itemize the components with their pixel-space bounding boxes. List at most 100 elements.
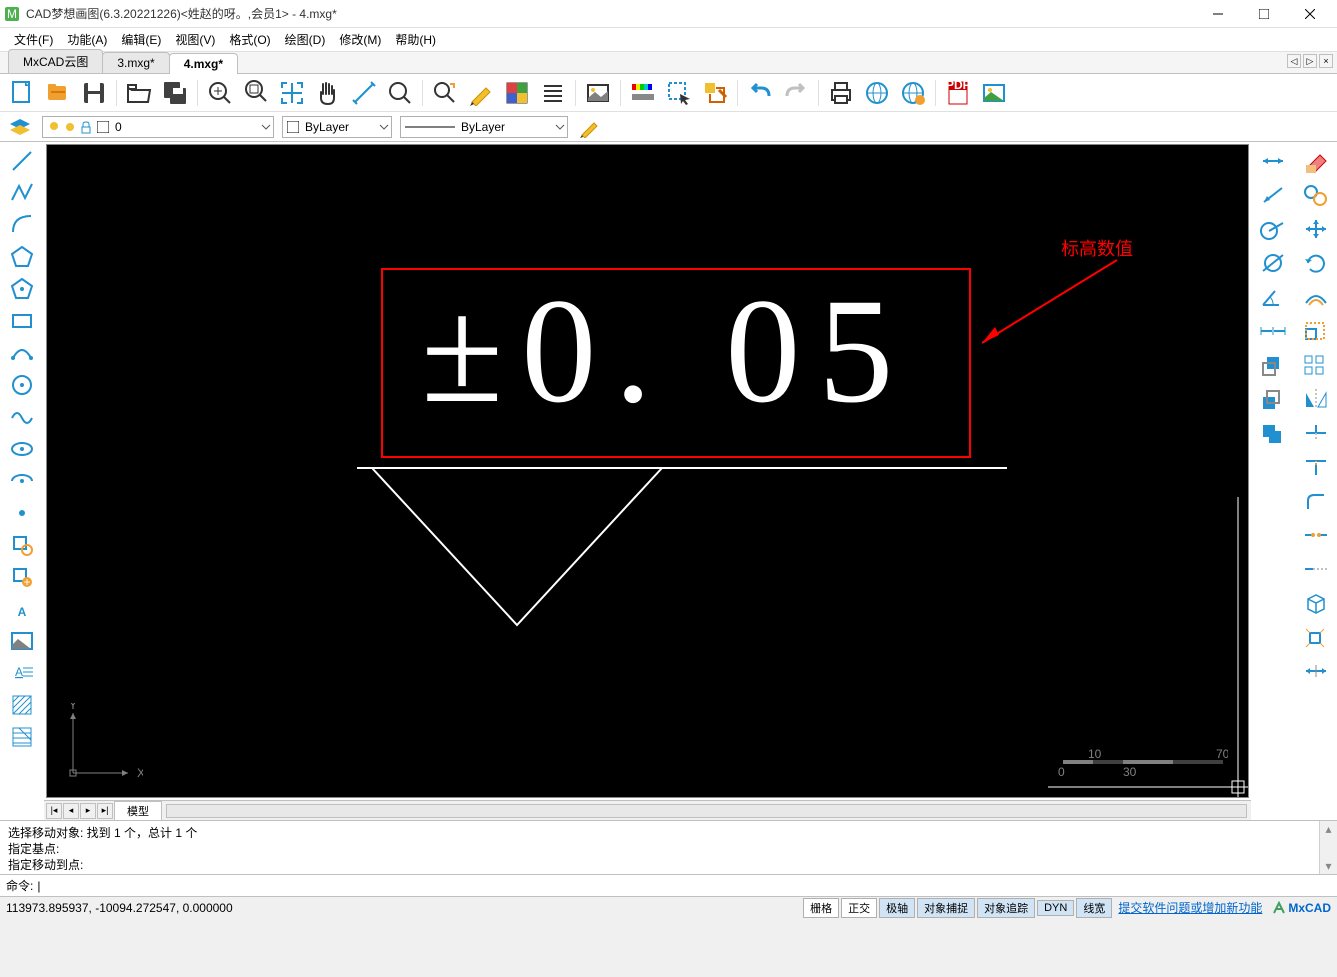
explode-button[interactable] [1299, 622, 1333, 652]
undo-button[interactable] [744, 77, 776, 109]
menu-help[interactable]: 帮助(H) [389, 29, 442, 50]
open-cloud-button[interactable] [42, 77, 74, 109]
select-button[interactable] [663, 77, 695, 109]
pan-button[interactable] [312, 77, 344, 109]
hatch-button[interactable] [5, 690, 39, 720]
fillet-button[interactable] [1299, 486, 1333, 516]
layer-combo[interactable]: 0 [42, 116, 274, 138]
ortho-button[interactable]: 正交 [841, 898, 877, 918]
menu-modify[interactable]: 修改(M) [333, 29, 387, 50]
tab-next-icon[interactable]: ▷ [1303, 54, 1317, 68]
properties-button[interactable] [501, 77, 533, 109]
color-palette-button[interactable] [627, 77, 659, 109]
match-button[interactable] [699, 77, 731, 109]
menu-view[interactable]: 视图(V) [169, 29, 221, 50]
zoom-button[interactable] [384, 77, 416, 109]
hscroll[interactable] [166, 804, 1247, 818]
polygon-button[interactable] [5, 242, 39, 272]
lineweight-button[interactable]: 线宽 [1076, 898, 1112, 918]
new-button[interactable] [6, 77, 38, 109]
polygon2-button[interactable] [5, 274, 39, 304]
arc2-button[interactable] [5, 338, 39, 368]
tab-4mxg[interactable]: 4.mxg* [169, 53, 238, 74]
snap-grid-button[interactable]: 栅格 [803, 898, 839, 918]
send-back-button[interactable] [1256, 384, 1290, 414]
rectangle-button[interactable] [5, 306, 39, 336]
point-button[interactable] [5, 498, 39, 528]
bring-front-button[interactable] [1256, 350, 1290, 380]
menu-draw[interactable]: 绘图(D) [279, 29, 332, 50]
bring-above-button[interactable] [1256, 418, 1290, 448]
layout-next-icon[interactable]: ▸ [80, 803, 96, 819]
dim-continue-button[interactable] [1256, 316, 1290, 346]
open-button[interactable] [123, 77, 155, 109]
close-button[interactable] [1287, 0, 1333, 28]
hatch2-button[interactable] [5, 722, 39, 752]
osnap-button[interactable]: 对象捕捉 [917, 898, 975, 918]
pline-button[interactable] [5, 178, 39, 208]
save-button[interactable] [78, 77, 110, 109]
zoom-extents-button[interactable] [276, 77, 308, 109]
polar-button[interactable]: 极轴 [879, 898, 915, 918]
drawing-canvas[interactable]: ±0. 05 标高数值 Y [46, 144, 1249, 798]
image-insert-button[interactable] [5, 626, 39, 656]
otrack-button[interactable]: 对象追踪 [977, 898, 1035, 918]
menu-func[interactable]: 功能(A) [61, 29, 113, 50]
rotate-button[interactable] [1299, 248, 1333, 278]
array-button[interactable] [1299, 350, 1333, 380]
tab-prev-icon[interactable]: ◁ [1287, 54, 1301, 68]
measure-button[interactable] [348, 77, 380, 109]
command-input[interactable] [37, 879, 1331, 893]
web-button[interactable] [861, 77, 893, 109]
layout-first-icon[interactable]: |◂ [46, 803, 62, 819]
feedback-link[interactable]: 提交软件问题或增加新功能 [1118, 899, 1262, 916]
stretch-button[interactable] [1299, 656, 1333, 686]
layout-last-icon[interactable]: ▸| [97, 803, 113, 819]
dim-aligned-button[interactable] [1256, 180, 1290, 210]
layout-prev-icon[interactable]: ◂ [63, 803, 79, 819]
dim-radius-button[interactable] [1256, 214, 1290, 244]
erase-button[interactable] [1299, 146, 1333, 176]
arc-button[interactable] [5, 210, 39, 240]
tab-cloud[interactable]: MxCAD云图 [8, 49, 103, 73]
find-button[interactable] [429, 77, 461, 109]
menu-format[interactable]: 格式(O) [223, 29, 276, 50]
circle-button[interactable] [5, 370, 39, 400]
3d-button[interactable] [1299, 588, 1333, 618]
move-button[interactable] [1299, 214, 1333, 244]
dim-angular-button[interactable] [1256, 282, 1290, 312]
offset-button[interactable] [1299, 282, 1333, 312]
zoom-window-button[interactable] [240, 77, 272, 109]
edit-text-button[interactable] [465, 77, 497, 109]
trim-button[interactable] [1299, 418, 1333, 448]
scale-button[interactable] [1299, 316, 1333, 346]
color-combo[interactable]: ByLayer [282, 116, 392, 138]
print-button[interactable] [825, 77, 857, 109]
model-tab[interactable]: 模型 [114, 801, 162, 821]
layer-manager-button[interactable] [6, 115, 34, 139]
dyn-button[interactable]: DYN [1037, 900, 1074, 916]
dim-linear-button[interactable] [1256, 146, 1290, 176]
minimize-button[interactable] [1195, 0, 1241, 28]
maximize-button[interactable] [1241, 0, 1287, 28]
list-button[interactable] [537, 77, 569, 109]
text-button[interactable]: A [5, 594, 39, 624]
break-button[interactable] [1299, 520, 1333, 550]
menu-edit[interactable]: 编辑(E) [115, 29, 167, 50]
extend-button[interactable] [1299, 452, 1333, 482]
zoom-in-button[interactable] [204, 77, 236, 109]
tab-close-icon[interactable]: × [1319, 54, 1333, 68]
saveas-button[interactable] [159, 77, 191, 109]
tab-3mxg[interactable]: 3.mxg* [102, 52, 169, 73]
web2-button[interactable] [897, 77, 929, 109]
ellipse-button[interactable] [5, 434, 39, 464]
image-button[interactable] [582, 77, 614, 109]
menu-file[interactable]: 文件(F) [8, 29, 59, 50]
pdf-button[interactable]: PDF [942, 77, 974, 109]
break2-button[interactable] [1299, 554, 1333, 584]
copy-button[interactable] [1299, 180, 1333, 210]
line-button[interactable] [5, 146, 39, 176]
block-button[interactable] [5, 530, 39, 560]
redo-button[interactable] [780, 77, 812, 109]
linetype-combo[interactable]: ByLayer [400, 116, 568, 138]
